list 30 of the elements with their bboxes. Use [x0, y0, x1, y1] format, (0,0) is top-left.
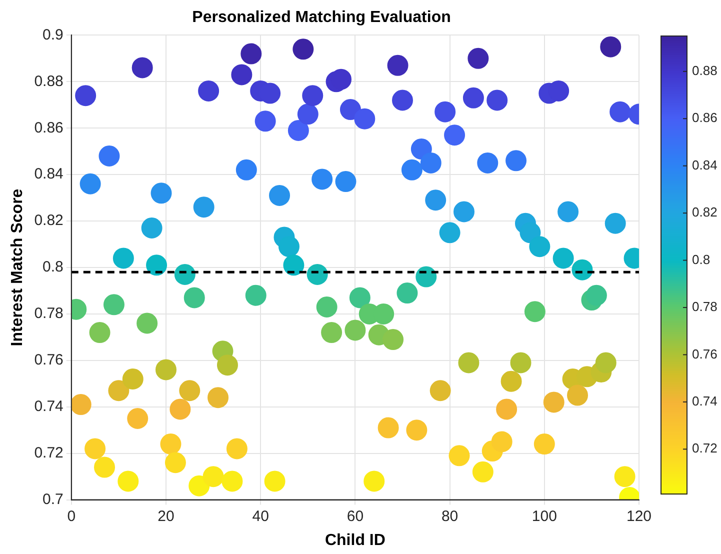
- x-tick-label: 60: [346, 508, 364, 525]
- x-tick-label: 20: [158, 508, 174, 525]
- color-bar-label: 0.74: [692, 394, 718, 409]
- y-tick-label: 0.76: [34, 352, 64, 369]
- x-tick-label: 100: [532, 508, 557, 525]
- y-tick-label: 0.86: [34, 119, 64, 136]
- y-tick-label: 0.84: [34, 166, 64, 183]
- y-tick-label: 0.88: [34, 72, 64, 90]
- y-tick-label: 0.82: [34, 212, 64, 230]
- y-tick-label: 0.9: [42, 26, 64, 44]
- color-bar-label: 0.78: [692, 299, 718, 314]
- color-bar-label: 0.82: [692, 204, 718, 220]
- chart-title: Personalized Matching Evaluation: [192, 9, 451, 26]
- x-tick-label: 40: [252, 508, 269, 525]
- x-tick-label: 0: [67, 508, 76, 525]
- color-bar-label: 0.88: [692, 62, 718, 78]
- y-tick-label: 0.8: [42, 258, 64, 276]
- x-tick-label: 80: [441, 508, 458, 525]
- x-tick-label: 120: [626, 508, 652, 525]
- color-bar-label: 0.86: [692, 110, 718, 126]
- color-bar-label: 0.72: [692, 440, 718, 456]
- color-bar-label: 0.76: [692, 346, 718, 362]
- y-tick-label: 0.72: [34, 444, 64, 462]
- y-axis-title: Interest Match Score: [9, 188, 26, 346]
- color-bar-label: 0.84: [692, 157, 718, 172]
- y-tick-label: 0.7: [42, 490, 64, 508]
- y-tick-label: 0.74: [34, 398, 64, 416]
- y-tick-label: 0.78: [34, 305, 64, 322]
- x-axis-title: Child ID: [324, 532, 386, 549]
- color-bar-label: 0.8: [692, 252, 710, 267]
